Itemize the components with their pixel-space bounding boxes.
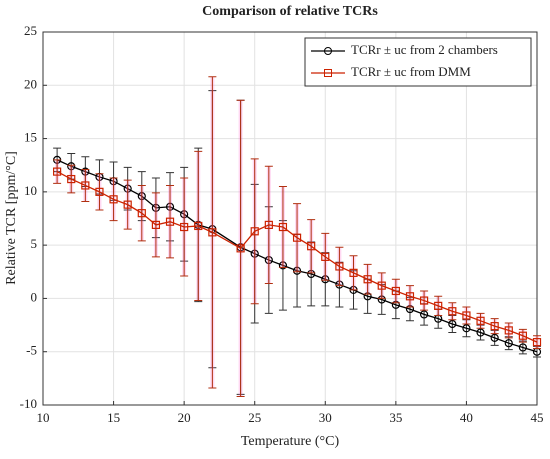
marker: [490, 322, 499, 331]
marker: [278, 222, 288, 232]
marker: [81, 181, 90, 190]
marker: [504, 326, 513, 335]
x-tick-label: 15: [107, 410, 120, 425]
y-tick-label: 0: [31, 289, 38, 304]
marker: [67, 174, 76, 184]
marker: [419, 296, 429, 305]
marker: [292, 233, 302, 242]
marker: [95, 187, 104, 196]
marker: [53, 167, 62, 176]
error-bar: [533, 335, 541, 350]
legend-marker: [324, 47, 332, 55]
chart-title: Comparison of relative TCRs: [202, 4, 378, 19]
y-tick-label: 10: [24, 183, 37, 198]
y-axis-label: Relative TCR [ppm/°C]: [4, 151, 19, 285]
x-tick-label: 40: [460, 410, 473, 425]
marker: [419, 310, 429, 319]
x-tick-label: 30: [319, 410, 332, 425]
marker: [208, 228, 217, 237]
x-axis-label: Temperature (°C): [241, 434, 340, 449]
error-bar: [53, 159, 62, 184]
marker: [236, 244, 245, 253]
marker: [462, 324, 471, 333]
series: [53, 76, 542, 397]
marker: [349, 268, 358, 277]
marker: [504, 339, 513, 348]
x-tick-label: 20: [178, 410, 191, 425]
x-tick-label: 10: [37, 410, 50, 425]
marker: [123, 200, 132, 209]
marker: [109, 195, 118, 204]
marker: [448, 307, 457, 316]
marker: [321, 252, 330, 261]
marker: [264, 220, 273, 229]
y-tick-label: 25: [24, 23, 37, 38]
plot-frame: [42, 31, 538, 406]
series-line: [56, 171, 538, 343]
marker: [434, 301, 443, 310]
marker: [476, 316, 485, 325]
marker: [518, 343, 527, 352]
y-tick-label: -5: [26, 343, 37, 358]
legend-box: [304, 37, 532, 87]
marker: [448, 319, 457, 329]
marker: [180, 222, 189, 232]
marker: [476, 328, 485, 337]
marker: [250, 227, 259, 236]
marker: [335, 262, 344, 271]
x-tick-label: 25: [248, 410, 261, 425]
marker: [377, 281, 386, 290]
legend-marker: [324, 69, 332, 77]
y-tick-label: 5: [31, 236, 38, 251]
marker: [165, 217, 175, 226]
x-tick-label: 45: [531, 410, 544, 425]
marker: [151, 220, 161, 229]
marker: [363, 275, 372, 284]
x-tick-label: 35: [389, 410, 402, 425]
marker: [490, 333, 499, 342]
y-tick-label: 20: [24, 76, 37, 91]
marker: [307, 242, 316, 251]
legend-label: TCRr ± uc from 2 chambers: [351, 42, 498, 57]
marker: [391, 286, 400, 296]
legend-label: TCRr ± uc from DMM: [351, 64, 471, 79]
marker: [532, 338, 542, 347]
y-tick-label: 15: [24, 130, 37, 145]
y-tick-label: -10: [20, 396, 37, 411]
marker: [518, 331, 527, 340]
marker: [137, 209, 146, 218]
series-line: [56, 159, 538, 353]
marker: [462, 311, 471, 320]
marker: [405, 292, 415, 301]
marker: [194, 221, 203, 231]
